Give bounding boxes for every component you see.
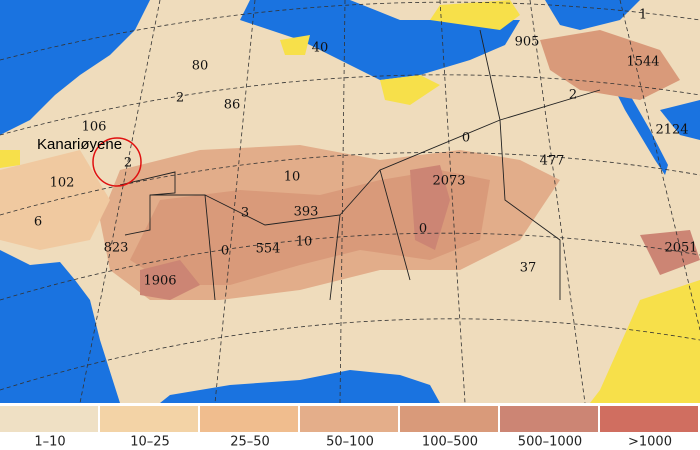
- graticule: [0, 1, 700, 61]
- graticule: [439, 0, 466, 404]
- value-label: 2: [569, 88, 577, 103]
- value-label: 3: [241, 206, 249, 221]
- low-dust-area: [280, 35, 310, 55]
- value-label: 80: [192, 59, 209, 74]
- legend-label: 1–10: [34, 435, 65, 450]
- value-label: 0: [221, 244, 229, 259]
- value-label: 0: [462, 131, 470, 146]
- value-label: 477: [540, 154, 565, 169]
- legend-label: 50–100: [326, 435, 374, 450]
- legend-label: 100–500: [422, 435, 478, 450]
- value-label: 554: [256, 242, 281, 257]
- graticule: [0, 318, 700, 391]
- value-label: 0: [419, 222, 427, 237]
- value-label: 2: [176, 91, 184, 106]
- value-label: 823: [104, 241, 129, 256]
- dust-area: [540, 30, 680, 100]
- graticule: [79, 0, 161, 404]
- value-label: 37: [520, 261, 537, 276]
- value-label: 6: [34, 215, 42, 230]
- legend-label: 25–50: [230, 435, 270, 450]
- value-label: 40: [312, 41, 329, 56]
- sea: [160, 370, 440, 403]
- value-label: 905: [515, 35, 540, 50]
- value-label: 2051: [664, 241, 697, 256]
- dust-area: [130, 170, 490, 285]
- value-label: 1906: [143, 274, 176, 289]
- value-label: 106: [82, 120, 107, 135]
- value-label: 86: [224, 98, 241, 113]
- sea: [545, 0, 640, 30]
- legend-label: >1000: [628, 435, 672, 450]
- low-dust-area: [590, 280, 700, 403]
- legend-label: 500–1000: [518, 435, 582, 450]
- value-label: 1544: [626, 55, 659, 70]
- sea: [660, 100, 700, 140]
- legend-label: 10–25: [130, 435, 170, 450]
- value-label: 2073: [432, 174, 465, 189]
- value-label: 2: [124, 156, 132, 171]
- value-label: 10: [296, 235, 313, 250]
- sea: [0, 0, 150, 135]
- graticule: [619, 0, 700, 331]
- dust-area: [140, 260, 200, 300]
- legend-swatch: [100, 406, 198, 432]
- dust-area: [410, 165, 450, 250]
- value-label: 393: [294, 205, 319, 220]
- legend-swatch: [600, 406, 698, 432]
- graticule: [529, 0, 586, 404]
- low-dust-area: [430, 0, 520, 30]
- highlight-circle: [92, 137, 142, 187]
- low-dust-area: [0, 150, 20, 168]
- place-label: Kanariøyene: [37, 136, 122, 153]
- low-dust-area: [380, 75, 440, 105]
- value-label: 102: [50, 176, 75, 191]
- value-label: 1: [639, 8, 647, 23]
- value-label: 2124: [655, 123, 688, 138]
- legend-swatch: [0, 406, 98, 432]
- value-label: 10: [284, 170, 301, 185]
- legend-swatch: [400, 406, 498, 432]
- dust-area: [640, 230, 700, 275]
- legend-swatch: [200, 406, 298, 432]
- graticule: [214, 0, 256, 404]
- legend-swatch: [500, 406, 598, 432]
- border: [119, 29, 601, 301]
- legend-swatch: [300, 406, 398, 432]
